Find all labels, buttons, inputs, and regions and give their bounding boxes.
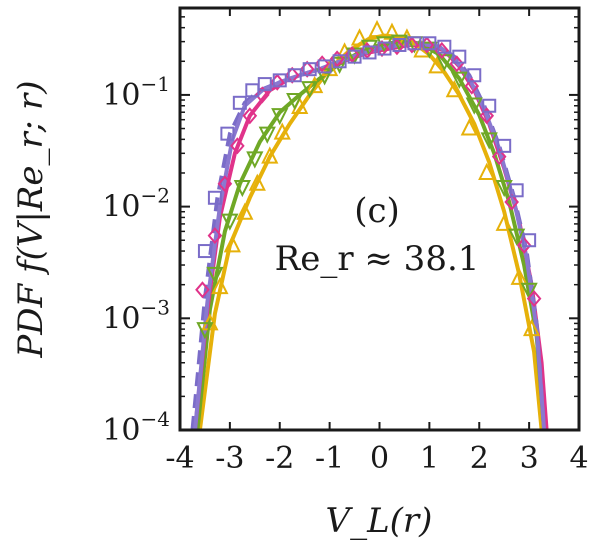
data-point-triangle-down xyxy=(360,39,379,57)
x-tick-label: 3 xyxy=(520,441,539,476)
series-layer xyxy=(190,19,549,430)
data-point-square xyxy=(220,126,235,141)
data-point-triangle-down xyxy=(196,322,214,340)
data-point-triangle-up xyxy=(261,146,279,164)
data-point-square xyxy=(207,190,222,205)
x-tick-label: -2 xyxy=(265,441,294,476)
fit-curve xyxy=(193,41,547,430)
data-point-triangle-down xyxy=(480,132,498,150)
data-point-diamond xyxy=(195,281,210,299)
data-point-triangle-down xyxy=(301,81,319,99)
data-point-square xyxy=(347,49,362,64)
data-point-triangle-up xyxy=(428,56,446,74)
y-tick-label: 10−3 xyxy=(102,295,170,336)
data-point-triangle-down xyxy=(508,228,526,246)
data-point-triangle-up xyxy=(445,80,463,98)
data-point-triangle-down xyxy=(206,266,224,285)
data-point-square xyxy=(467,68,482,83)
data-point-triangle-up xyxy=(523,318,541,337)
data-point-square xyxy=(407,36,422,51)
data-point-triangle-down xyxy=(233,179,251,198)
fit-curve xyxy=(197,33,544,430)
data-point-square xyxy=(232,95,247,110)
data-point-triangle-down xyxy=(520,282,538,301)
data-point-diamond xyxy=(504,193,519,211)
data-point-diamond xyxy=(242,107,258,125)
data-point-triangle-up xyxy=(478,162,496,180)
data-point-diamond xyxy=(217,175,233,193)
data-point-triangle-down xyxy=(246,151,264,169)
data-point-triangle-up xyxy=(383,22,401,40)
data-point-triangle-down xyxy=(286,93,304,111)
data-point-triangle-down xyxy=(465,97,483,115)
data-point-square xyxy=(272,73,287,88)
data-point-square xyxy=(422,36,437,51)
data-point-triangle-up xyxy=(350,28,369,46)
data-point-square xyxy=(522,233,537,248)
x-tick-label: 4 xyxy=(569,441,588,476)
data-point-diamond xyxy=(516,236,532,254)
y-tick-label: 10−2 xyxy=(102,184,170,225)
data-point-triangle-up xyxy=(273,122,291,140)
data-point-diamond xyxy=(230,137,245,155)
data-point-diamond xyxy=(491,148,507,166)
data-point-triangle-up xyxy=(495,213,513,231)
data-point-triangle-up xyxy=(223,235,241,253)
data-point-triangle-down xyxy=(390,34,409,52)
data-point-triangle-down xyxy=(258,126,276,144)
data-point-diamond xyxy=(464,77,480,95)
data-point-triangle-up xyxy=(236,202,254,220)
data-point-triangle-down xyxy=(495,179,513,198)
x-axis-label: V_L(r) xyxy=(326,501,433,541)
data-point-square xyxy=(287,68,302,83)
data-point-square xyxy=(392,37,407,52)
data-point-triangle-up xyxy=(510,267,528,285)
reynolds-annotation: Re_r ≈ 38.1 xyxy=(275,239,480,279)
fit-curve xyxy=(190,41,547,430)
y-tick-label: 10−1 xyxy=(102,72,170,113)
data-point-square xyxy=(317,59,332,74)
data-point-triangle-down xyxy=(450,71,468,89)
data-point-diamond xyxy=(526,290,542,308)
ticks-layer xyxy=(179,8,580,431)
data-point-diamond xyxy=(479,107,495,125)
data-point-square xyxy=(437,39,452,54)
data-point-square xyxy=(362,45,377,60)
x-tick-label: -4 xyxy=(165,441,194,476)
panel-label: (c) xyxy=(354,191,400,231)
data-point-diamond xyxy=(207,227,223,245)
data-point-square xyxy=(302,62,317,77)
x-tick-label: 0 xyxy=(370,441,389,476)
data-point-triangle-down xyxy=(271,108,289,126)
y-tick-labels: 10−1 10−2 10−3 10−4 xyxy=(102,72,170,448)
data-point-square xyxy=(509,183,524,198)
data-point-triangle-up xyxy=(460,118,478,136)
data-point-square xyxy=(332,54,347,69)
data-point-triangle-up xyxy=(306,75,324,94)
data-point-triangle-up xyxy=(211,276,229,295)
data-point-square xyxy=(452,49,467,64)
y-axis-label: PDF f(V|Re_r; r) xyxy=(11,80,51,358)
x-tick-label: -1 xyxy=(315,441,344,476)
data-point-square xyxy=(377,41,392,56)
data-point-triangle-down xyxy=(221,213,239,231)
x-tick-label: 2 xyxy=(470,441,489,476)
data-point-square xyxy=(482,98,497,113)
x-tick-label: 1 xyxy=(420,441,439,476)
data-point-square xyxy=(497,138,512,153)
data-point-square xyxy=(257,77,272,92)
y-tick-label: 10−4 xyxy=(102,407,170,448)
x-tick-labels: -4 -3 -2 -1 0 1 2 3 4 xyxy=(165,441,588,476)
x-tick-label: -3 xyxy=(215,441,244,476)
data-point-triangle-up xyxy=(248,173,266,191)
data-point-square xyxy=(197,244,212,259)
data-point-triangle-up xyxy=(368,19,386,38)
